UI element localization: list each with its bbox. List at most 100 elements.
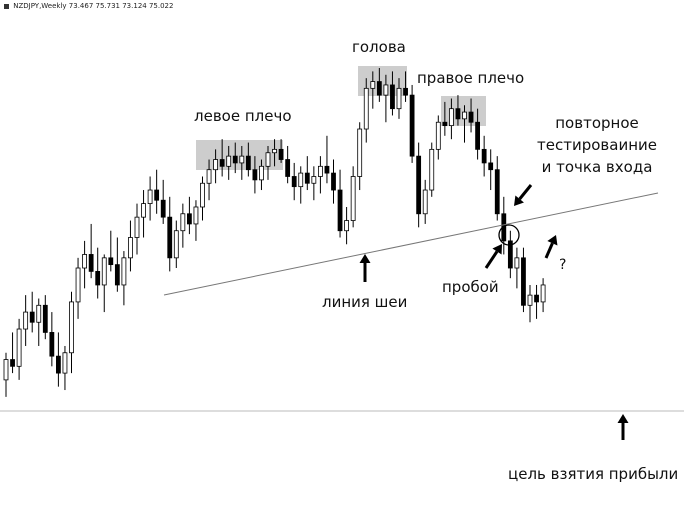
left-shoulder-label: левое плечо — [194, 107, 292, 125]
candle — [114, 237, 120, 292]
candle-body-bull — [147, 189, 153, 204]
candle — [468, 98, 474, 133]
candle-body-bull — [272, 148, 277, 154]
candle — [121, 251, 127, 306]
candle — [173, 220, 179, 269]
neckline-arrow-icon — [359, 254, 371, 282]
candle — [147, 176, 153, 221]
candle — [75, 257, 81, 319]
candle-body-bull — [429, 148, 435, 191]
candle — [396, 78, 402, 119]
candle-body-bear — [95, 270, 101, 286]
candle — [128, 220, 133, 272]
candle-body-bear — [167, 216, 173, 259]
candle — [226, 145, 232, 180]
candle-body-bull — [62, 352, 68, 374]
candle — [108, 230, 114, 272]
candle-body-bull — [36, 304, 42, 323]
candle — [370, 71, 376, 109]
arrow-shaft — [484, 250, 499, 269]
candle-body-bear — [219, 159, 225, 167]
candle — [521, 247, 526, 313]
candle-body-bull — [69, 301, 74, 354]
candle-body-bull — [527, 294, 533, 306]
breakout-circle — [498, 224, 520, 246]
retest-label-line3: и точка входа — [541, 158, 653, 176]
candle-body-bear — [42, 304, 48, 333]
candle-body-bear — [534, 294, 539, 303]
candle — [481, 135, 487, 177]
candle-body-bear — [331, 172, 336, 191]
neckline — [163, 192, 659, 296]
right-shoulder-label: правое плечо — [417, 69, 525, 87]
candle-body-bull — [206, 169, 212, 184]
candle — [36, 298, 42, 346]
candle — [180, 203, 186, 248]
candle-body-bull — [82, 254, 87, 269]
candle-body-bear — [108, 257, 114, 266]
retest-label-line1: повторное — [555, 114, 639, 132]
candle-body-bull — [180, 213, 186, 232]
candle — [167, 196, 173, 272]
candle — [435, 115, 441, 160]
breakout-label: пробой — [442, 278, 499, 296]
candle — [252, 156, 258, 194]
candle — [383, 74, 389, 123]
candle — [160, 179, 166, 224]
candle-body-bull — [213, 159, 219, 171]
arrow-shaft — [544, 242, 554, 259]
candle-body-bear — [494, 169, 500, 215]
candle — [363, 78, 369, 143]
candle-body-bull — [75, 267, 81, 303]
candle — [3, 352, 9, 397]
lines-layer — [0, 192, 684, 412]
candle — [357, 122, 363, 191]
candle-body-bear — [455, 108, 461, 120]
candle — [442, 101, 448, 136]
candle-body-bull — [357, 128, 363, 177]
candle-body-bear — [416, 155, 422, 215]
candle — [62, 345, 68, 391]
candle-body-bull — [193, 206, 199, 225]
candle — [193, 200, 199, 241]
candle-body-bull — [298, 172, 304, 188]
candle-body-bear — [442, 121, 448, 127]
candle-body-bear — [468, 111, 474, 123]
candle — [95, 247, 101, 299]
candle-body-bull — [128, 237, 133, 259]
arrows-layer — [359, 184, 629, 440]
candle-body-bull — [311, 176, 317, 184]
candle — [324, 135, 330, 184]
candle — [390, 71, 395, 116]
candle-body-bull — [16, 328, 22, 367]
candle-body-bear — [160, 199, 166, 218]
candle — [291, 162, 297, 201]
candle — [311, 166, 317, 201]
candle-body-bear — [114, 264, 120, 286]
candle-body-bear — [291, 176, 297, 188]
right-shoulder-highlight — [441, 96, 486, 126]
candle-body-bear — [403, 87, 408, 96]
candle-body-bear — [29, 311, 35, 323]
candle-body-bull — [226, 155, 232, 167]
candle-body-bear — [521, 257, 526, 306]
candle — [514, 247, 520, 289]
candle-body-bear — [409, 94, 415, 157]
candle — [534, 284, 539, 319]
candle — [232, 142, 238, 174]
candle-body-bear — [232, 155, 238, 164]
candle — [88, 223, 94, 279]
candle — [278, 139, 284, 163]
target-arrow-icon — [617, 414, 629, 440]
candle-body-bear — [481, 148, 487, 164]
candle — [403, 71, 408, 102]
candles — [3, 68, 546, 397]
candle-body-bull — [344, 220, 350, 232]
candle — [239, 145, 245, 180]
candle-body-bull — [121, 257, 127, 286]
symbol-menu-icon — [4, 3, 9, 9]
candle — [448, 98, 454, 140]
candle — [475, 108, 481, 160]
candle — [141, 190, 146, 238]
